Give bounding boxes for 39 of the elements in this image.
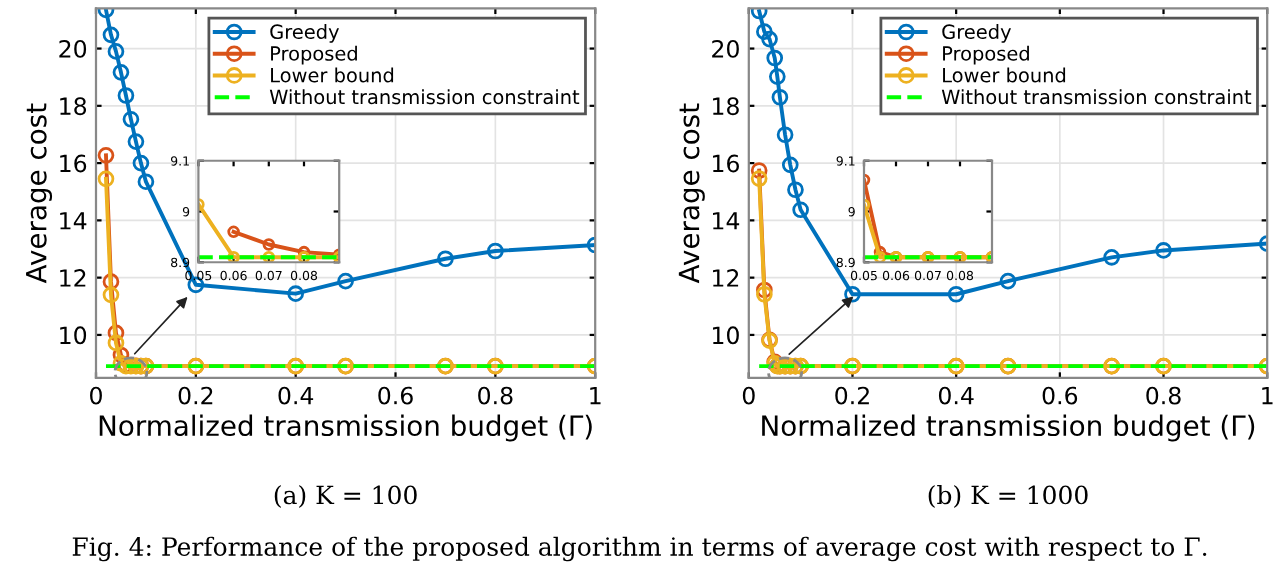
x-tick-label: 0.4 bbox=[278, 386, 314, 405]
y-axis-title: Average cost bbox=[678, 103, 705, 284]
x-tick-label: 1 bbox=[1262, 386, 1273, 405]
y-tick-label: 18 bbox=[60, 97, 87, 116]
y-tick-label: 12 bbox=[60, 269, 86, 287]
x-tick-label: 0.6 bbox=[378, 386, 413, 405]
legend-label: Proposed bbox=[943, 45, 1029, 65]
legend-label: Greedy bbox=[270, 24, 339, 43]
y-tick-label: 16 bbox=[60, 154, 87, 173]
legend-label: Lower bound bbox=[943, 67, 1066, 83]
y-tick-label: 18 bbox=[713, 97, 739, 116]
x-tick-label: 0 bbox=[90, 386, 102, 405]
x-tick-label: 1 bbox=[590, 386, 601, 405]
y-tick-label: 10 bbox=[60, 326, 87, 345]
x-tick-label: 0.8 bbox=[1146, 386, 1181, 405]
y-tick-label: 14 bbox=[713, 212, 740, 230]
text: (b) K = 1000 bbox=[928, 485, 1088, 508]
y-tick-label: 20 bbox=[59, 40, 87, 58]
y-tick-label: 14 bbox=[60, 212, 87, 230]
legend-label: Lower bound bbox=[271, 67, 394, 83]
y-tick-label: 16 bbox=[713, 154, 739, 173]
legend-label: Proposed bbox=[271, 45, 357, 65]
x-tick-label: 0.2 bbox=[835, 386, 869, 405]
x-tick-label: 0 bbox=[742, 386, 755, 405]
x-tick-label: 0.8 bbox=[478, 386, 513, 405]
legend-label: Without transmission constraint bbox=[269, 89, 580, 105]
x-tick-label: 0.6 bbox=[1042, 386, 1078, 405]
x-axis-title: Normalized transmission budget (Γ) bbox=[99, 414, 592, 442]
y-tick-label: 12 bbox=[713, 269, 739, 287]
legend-label: Greedy bbox=[942, 24, 1011, 43]
legend-label: Without transmission constraint bbox=[941, 89, 1252, 105]
caption: Fig. 4: Performance of the proposed algorithm in terms of average cost with respect to Γ. bbox=[72, 536, 1207, 562]
x-axis-title: Normalized transmission budget (Γ) bbox=[762, 414, 1255, 442]
text: (a) K = 100 bbox=[274, 485, 417, 508]
y-axis-title: Average cost bbox=[26, 103, 53, 284]
x-tick-label: 0.4 bbox=[938, 386, 974, 405]
y-tick-label: 10 bbox=[713, 326, 739, 345]
y-tick-label: 20 bbox=[712, 40, 739, 58]
x-tick-label: 0.2 bbox=[178, 386, 213, 405]
